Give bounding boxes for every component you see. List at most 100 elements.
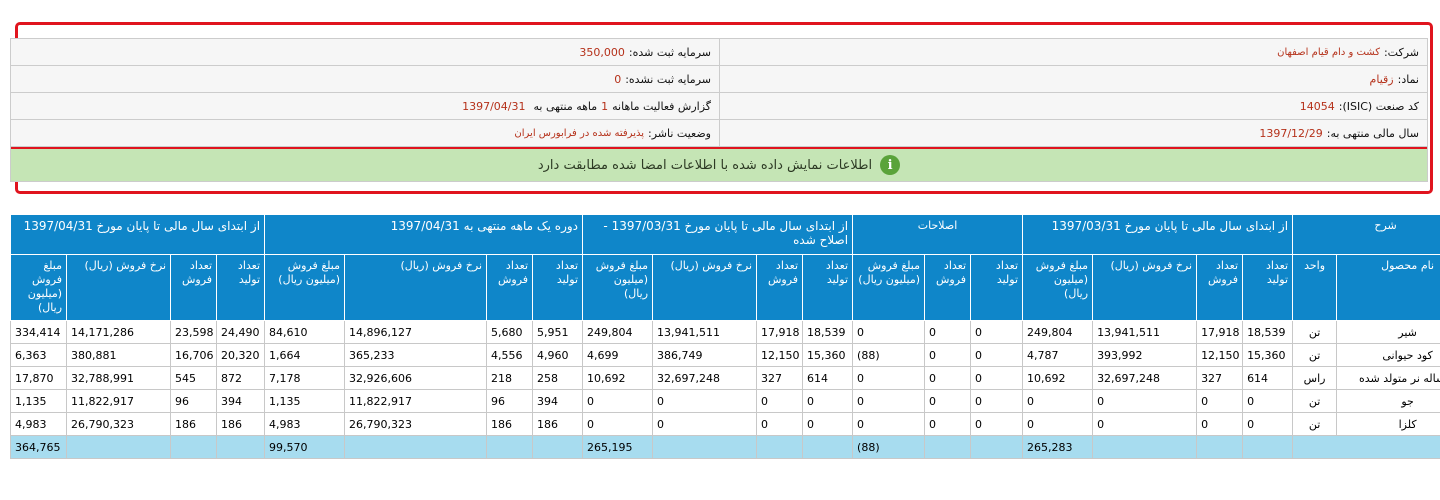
value-cell: 14,171,286 [66,320,172,344]
value-cell: 0 [582,412,654,436]
unit-cell: تن [1292,343,1338,367]
product-name-cell: جو [1336,389,1440,413]
value-cell: 18,539 [1242,320,1294,344]
product-name-cell: کود حیوانی [1336,343,1440,367]
empty-total-cell [924,435,972,459]
value-cell: 0 [582,389,654,413]
header-unit: واحد [1292,254,1338,321]
verification-banner: i اطلاعات نمایش داده شده با اطلاعات امضا… [11,147,1427,181]
header-adjustments: اصلاحات [852,214,1024,255]
value-cell: 13,941,511 [652,320,758,344]
value-cell: 16,706 [170,343,218,367]
empty-total-cell [486,435,534,459]
value-cell: 545 [170,366,218,390]
value-cell: 4,699 [582,343,654,367]
header-g3-production-qty: تعداد تولید [802,254,854,321]
value-cell: 10,692 [1022,366,1094,390]
value-cell: 20,320 [216,343,266,367]
report-date: 1397/04/31 [462,99,526,113]
value-cell: 258 [532,366,584,390]
total-g4-amount: 99,570 [264,435,346,459]
empty-total-cell [1196,435,1244,459]
unregistered-capital-cell: سرمایه ثبت نشده: 0 [11,66,719,92]
header-g2-sales-amount: مبلغ فروش (میلیون ریال) [852,254,926,321]
value-cell: 0 [1196,412,1244,436]
header-g5-sales-amount: مبلغ فروش (میلیون ریال) [9,254,68,321]
fiscal-year-value: 1397/12/29 [1259,126,1323,140]
value-cell: 0 [970,412,1024,436]
value-cell: 380,881 [66,343,172,367]
value-cell: 0 [970,389,1024,413]
header-g5-sales-rate: نرخ فروش (ریال) [66,254,172,321]
total-row: جمع 265,283 (88) 265,195 99,570 364,765 [9,435,1440,459]
value-cell: 17,870 [9,366,68,390]
value-cell: 614 [1242,366,1294,390]
header-product-name: نام محصول [1336,254,1440,321]
company-label: شرکت: [1383,45,1419,59]
header-g3-sales-qty: تعداد فروش [756,254,804,321]
value-cell: 0 [1022,389,1094,413]
value-cell: 18,539 [802,320,854,344]
info-row-1: شرکت: کشت و دام قیام اصفهان سرمایه ثبت ش… [11,39,1427,66]
value-cell: 12,150 [756,343,804,367]
value-cell: 0 [802,389,854,413]
report-text-1: گزارش فعالیت ماهانه [612,99,711,113]
header-g5-production-qty: تعداد تولید [216,254,266,321]
value-cell: 0 [924,412,972,436]
value-cell: 327 [756,366,804,390]
value-cell: 0 [1242,412,1294,436]
value-cell: 0 [802,412,854,436]
report-text-2: ماهه منتهی به [533,99,598,113]
empty-total-cell [802,435,854,459]
value-cell: 0 [1022,412,1094,436]
table-row: جو تن 0 0 0 0 0 0 0 0 0 0 0 394 96 11,822,917 1,135 394 96… [9,389,1440,413]
value-cell: 5,680 [486,320,534,344]
isic-value: 14054 [1299,99,1335,113]
symbol-label: نماد: [1397,72,1419,86]
header-g1-sales-qty: تعداد فروش [1196,254,1244,321]
info-row-3: کد صنعت (ISIC): 14054 گزارش فعالیت ماهان… [11,93,1427,120]
value-cell: 386,749 [652,343,758,367]
production-sales-table: شرح از ابتدای سال مالی تا پایان مورخ 139… [9,214,1440,459]
fiscal-year-label: سال مالی منتهی به: [1326,126,1419,140]
value-cell: 218 [486,366,534,390]
table-row: شیر تن 18,539 17,918 13,941,511 249,804 0 0 0 18,… [9,320,1440,344]
product-name-cell: گوساله نر متولد شده [1336,366,1440,390]
value-cell: 334,414 [9,320,68,344]
value-cell: 13,941,511 [1092,320,1198,344]
table-row: کود حیوانی تن 15,360 12,150 393,992 4,787 0 0 (8… [9,343,1440,367]
header-g2-production-qty: تعداد تولید [970,254,1024,321]
value-cell: 0 [756,412,804,436]
header-period-corrected: از ابتدای سال مالی تا پایان مورخ 1397/03… [582,214,854,255]
value-cell: 14,896,127 [344,320,488,344]
value-cell: 394 [216,389,266,413]
value-cell: 84,610 [264,320,346,344]
header-g4-production-qty: تعداد تولید [532,254,584,321]
header-g3-sales-rate: نرخ فروش (ریال) [652,254,758,321]
unregistered-capital-value: 0 [614,72,622,86]
empty-total-cell [756,435,804,459]
header-g4-sales-amount: مبلغ فروش (میلیون ریال) [264,254,346,321]
value-cell: 32,926,606 [344,366,488,390]
value-cell: 4,787 [1022,343,1094,367]
value-cell: 10,692 [582,366,654,390]
header-g4-sales-rate: نرخ فروش (ریال) [344,254,488,321]
info-row-4: سال مالی منتهی به: 1397/12/29 وضعیت ناشر… [11,120,1427,147]
value-cell: 0 [970,320,1024,344]
registered-capital-label: سرمایه ثبت شده: [628,45,711,59]
isic-cell: کد صنعت (ISIC): 14054 [719,93,1427,119]
value-cell: 11,822,917 [66,389,172,413]
header-period-ytd: از ابتدای سال مالی تا پایان مورخ 1397/04… [9,214,266,255]
header-g1-sales-rate: نرخ فروش (ریال) [1092,254,1198,321]
value-cell: 24,490 [216,320,266,344]
empty-total-cell [532,435,584,459]
value-cell: 0 [924,343,972,367]
empty-total-cell [344,435,488,459]
value-cell: 4,983 [264,412,346,436]
value-cell: 23,598 [170,320,218,344]
value-cell: 0 [970,366,1024,390]
unregistered-capital-label: سرمایه ثبت نشده: [625,72,711,86]
value-cell: 0 [924,389,972,413]
value-cell: 0 [924,366,972,390]
empty-total-cell [1092,435,1198,459]
